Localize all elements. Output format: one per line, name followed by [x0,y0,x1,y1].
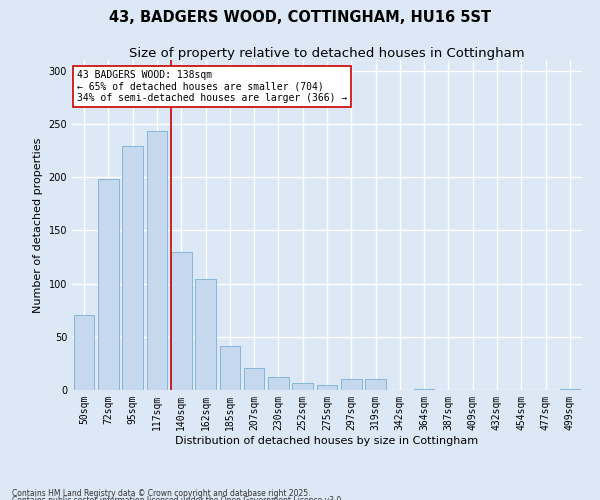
Bar [195,280,216,390]
Bar [317,384,337,390]
Bar [220,346,240,390]
Text: 43 BADGERS WOOD: 138sqm
← 65% of detached houses are smaller (704)
34% of semi-d: 43 BADGERS WOOD: 138sqm ← 65% of detache… [77,70,347,103]
X-axis label: Distribution of detached houses by size in Cottingham: Distribution of detached houses by size … [175,436,479,446]
Bar [98,179,119,390]
Text: Contains public sector information licensed under the Open Government Licence v3: Contains public sector information licen… [12,496,344,500]
Text: 43, BADGERS WOOD, COTTINGHAM, HU16 5ST: 43, BADGERS WOOD, COTTINGHAM, HU16 5ST [109,10,491,25]
Text: Contains HM Land Registry data © Crown copyright and database right 2025.: Contains HM Land Registry data © Crown c… [12,488,311,498]
Bar [171,252,191,390]
Bar [268,377,289,390]
Bar [74,316,94,390]
Bar [341,380,362,390]
Bar [292,382,313,390]
Bar [244,368,265,390]
Bar [146,132,167,390]
Y-axis label: Number of detached properties: Number of detached properties [33,138,43,312]
Bar [560,389,580,390]
Bar [365,380,386,390]
Title: Size of property relative to detached houses in Cottingham: Size of property relative to detached ho… [129,47,525,60]
Bar [414,389,434,390]
Bar [122,146,143,390]
